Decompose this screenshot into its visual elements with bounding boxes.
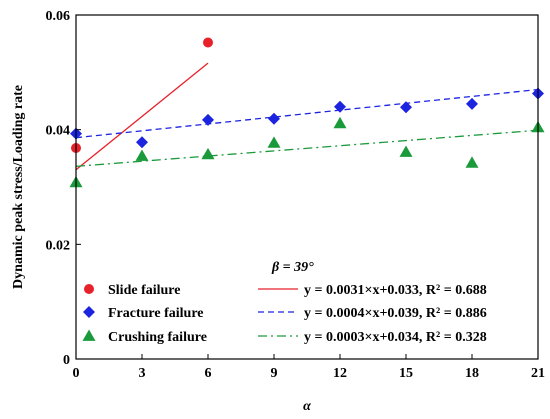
x-tick-label: 6 bbox=[205, 366, 212, 381]
fit-equation-3: y = 0.0003×x+0.034, R² = 0.328 bbox=[304, 330, 487, 345]
x-tick-label: 9 bbox=[271, 366, 278, 381]
legend-label-3: Crushing failure bbox=[108, 330, 207, 345]
data-point-3 bbox=[135, 149, 149, 161]
data-point-3 bbox=[201, 147, 215, 160]
y-tick-label: 0.06 bbox=[46, 9, 71, 24]
legend-marker-2 bbox=[83, 306, 95, 318]
fit-line-2 bbox=[75, 88, 539, 139]
y-axis-title: Dynamic peak stress/Loading rate bbox=[11, 85, 26, 289]
fit-equation-2: y = 0.0004×x+0.039, R² = 0.886 bbox=[304, 306, 487, 321]
fit-line-1 bbox=[75, 62, 209, 171]
y-tick-label: 0.02 bbox=[46, 238, 71, 253]
data-point-3 bbox=[465, 156, 479, 168]
x-tick-label: 21 bbox=[531, 366, 545, 381]
data-point-2 bbox=[136, 136, 148, 149]
x-tick-label: 0 bbox=[73, 366, 80, 381]
legend-marker-1 bbox=[84, 284, 94, 294]
data-point-2 bbox=[334, 100, 346, 113]
data-point-3 bbox=[333, 116, 347, 129]
y-tick-label: 0.04 bbox=[46, 124, 71, 139]
data-point-3 bbox=[399, 145, 413, 157]
legend-label-2: Fracture failure bbox=[108, 306, 204, 321]
plot-frame bbox=[75, 14, 539, 360]
data-point-2 bbox=[202, 113, 214, 126]
x-tick-label: 12 bbox=[333, 366, 347, 381]
fit-line-3 bbox=[75, 129, 539, 168]
x-tick-label: 3 bbox=[139, 366, 146, 381]
data-point-3 bbox=[267, 136, 281, 148]
x-tick-label: 18 bbox=[465, 366, 479, 381]
data-point-1 bbox=[203, 37, 213, 48]
y-tick-label: 0 bbox=[63, 353, 70, 368]
data-point-2 bbox=[466, 97, 478, 110]
fit-equation-1: y = 0.0031×x+0.033, R² = 0.688 bbox=[304, 283, 487, 298]
data-point-2 bbox=[268, 112, 280, 125]
beta-annotation: β = 39° bbox=[271, 260, 314, 275]
legend-marker-3 bbox=[82, 329, 96, 341]
data-point-2 bbox=[400, 101, 412, 114]
legend-label-1: Slide failure bbox=[108, 283, 180, 298]
x-tick-label: 15 bbox=[399, 366, 413, 381]
x-axis-title: α bbox=[303, 399, 311, 414]
